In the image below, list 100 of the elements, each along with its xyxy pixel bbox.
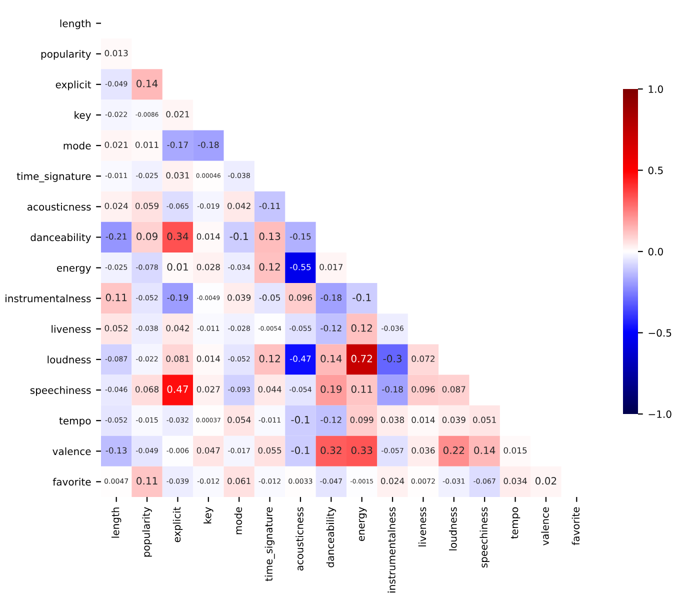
data-label: 0.031 — [166, 172, 190, 179]
data-label: 0.021 — [104, 142, 128, 148]
data-label: 0.061 — [228, 478, 250, 484]
x-tick-label: favorite — [572, 507, 580, 546]
data-label: 0.14 — [474, 446, 496, 454]
x-tick-label: key — [204, 507, 214, 524]
y-tick-label: liveness — [52, 325, 91, 333]
x-tick-label: danceability — [326, 507, 336, 568]
data-label: 0.017 — [320, 264, 343, 270]
x-tick-label: time_signature — [264, 507, 275, 582]
data-label: 0.34 — [167, 232, 188, 240]
y-tick-label: danceability — [30, 233, 91, 244]
data-label: -0.12 — [320, 416, 342, 424]
data-label: 0.12 — [351, 324, 372, 332]
data-label: -0.47 — [290, 356, 311, 362]
data-label: 0.036 — [412, 447, 435, 454]
y-tick-label: popularity — [41, 50, 91, 60]
data-label: -0.18 — [198, 142, 219, 148]
x-tick-label: speechiness — [480, 507, 490, 568]
y-tick-label: speechiness — [30, 386, 91, 396]
y-tick-label: valence — [52, 447, 91, 456]
data-label: -0.1 — [230, 232, 248, 240]
data-label: 0.028 — [196, 264, 220, 270]
color-bar-label: −1.0 — [648, 410, 672, 418]
data-label: -0.12 — [320, 324, 342, 332]
data-label: 0.052 — [104, 324, 128, 332]
color-bar-label: 0.5 — [648, 166, 663, 174]
x-tick-label: mode — [234, 507, 242, 534]
data-label: 0.09 — [136, 232, 158, 240]
data-label: 0.068 — [136, 386, 159, 392]
data-label: -0.11 — [259, 202, 280, 210]
data-label: 0.014 — [412, 416, 435, 424]
data-label: -0.1 — [291, 446, 310, 454]
data-label: -0.19 — [167, 294, 188, 301]
data-label: 0.33 — [351, 446, 372, 454]
data-label: -0.05 — [259, 294, 280, 301]
y-tick-label: explicit — [56, 80, 92, 90]
y-tick-label: mode — [64, 142, 91, 150]
data-label: 0.096 — [412, 386, 435, 392]
data-label: 0.13 — [259, 232, 280, 240]
data-label: 0.14 — [136, 80, 158, 88]
color-bar-label: 1.0 — [648, 85, 663, 93]
data-label: -0.13 — [106, 447, 127, 454]
data-label: 0.47 — [167, 385, 188, 393]
data-label: 0.047 — [196, 447, 220, 454]
data-label: 0.038 — [381, 416, 404, 424]
data-label: 0.059 — [136, 202, 159, 210]
x-tick-label: popularity — [142, 507, 152, 557]
x-tick-label: explicit — [172, 506, 183, 542]
x-tick-label: liveness — [418, 507, 426, 546]
y-tick-label: key — [74, 111, 91, 121]
data-label: 0.32 — [320, 446, 342, 454]
x-tick-label: instrumentalness — [388, 507, 396, 592]
data-label: 0.11 — [106, 294, 127, 302]
data-label: 0.021 — [166, 111, 190, 118]
data-label: 0.02 — [535, 477, 556, 485]
data-label: 0.11 — [136, 477, 158, 485]
x-tick-label: loudness — [449, 507, 457, 550]
y-tick-label: loudness — [48, 356, 91, 364]
data-label: 0.087 — [442, 386, 466, 392]
y-tick-label: energy — [56, 266, 91, 274]
data-label: 0.72 — [351, 354, 372, 362]
data-label: 0.01 — [167, 263, 188, 271]
color-bar-label: 0.0 — [648, 248, 663, 256]
data-label: 0.039 — [442, 416, 466, 424]
data-label: 0.054 — [228, 416, 251, 424]
data-label: 0.039 — [228, 294, 251, 301]
data-label: 0.12 — [259, 354, 280, 362]
data-label: -0.17 — [167, 142, 188, 148]
data-label: -0.1 — [291, 416, 310, 424]
x-tick-label: length — [112, 508, 122, 538]
data-label: 0.034 — [504, 478, 527, 484]
data-label: 0.099 — [350, 416, 374, 424]
y-tick-label: tempo — [59, 417, 91, 426]
data-label: -0.18 — [382, 386, 403, 392]
data-label: 0.013 — [104, 50, 128, 56]
y-tick-label: time_signature — [16, 172, 91, 182]
y-tick-label: length — [60, 19, 90, 30]
data-label: 0.014 — [196, 233, 220, 240]
data-label: 0.011 — [136, 142, 158, 148]
y-tick-label: favorite — [52, 478, 91, 486]
data-label: 0.12 — [259, 263, 280, 271]
x-tick-label: acousticness — [296, 507, 304, 571]
data-label: -0.18 — [320, 294, 342, 301]
data-label: 0.042 — [166, 324, 189, 332]
data-label: 0.14 — [320, 354, 342, 362]
data-label: 0.014 — [196, 356, 220, 362]
data-label: 0.11 — [351, 385, 372, 393]
data-label: 0.044 — [258, 386, 282, 392]
y-tick-label: instrumentalness — [6, 294, 91, 302]
y-tick-label: acousticness — [27, 202, 91, 211]
data-label: -0.55 — [290, 264, 311, 270]
data-label: 0.081 — [166, 356, 190, 362]
data-label: -0.21 — [106, 233, 126, 240]
data-label: 0.024 — [381, 478, 404, 484]
data-label: 0.027 — [196, 386, 220, 392]
data-label: 0.051 — [473, 416, 496, 424]
data-label: -0.3 — [383, 354, 402, 362]
data-label: 0.015 — [504, 447, 527, 454]
data-label: -0.15 — [290, 233, 311, 240]
